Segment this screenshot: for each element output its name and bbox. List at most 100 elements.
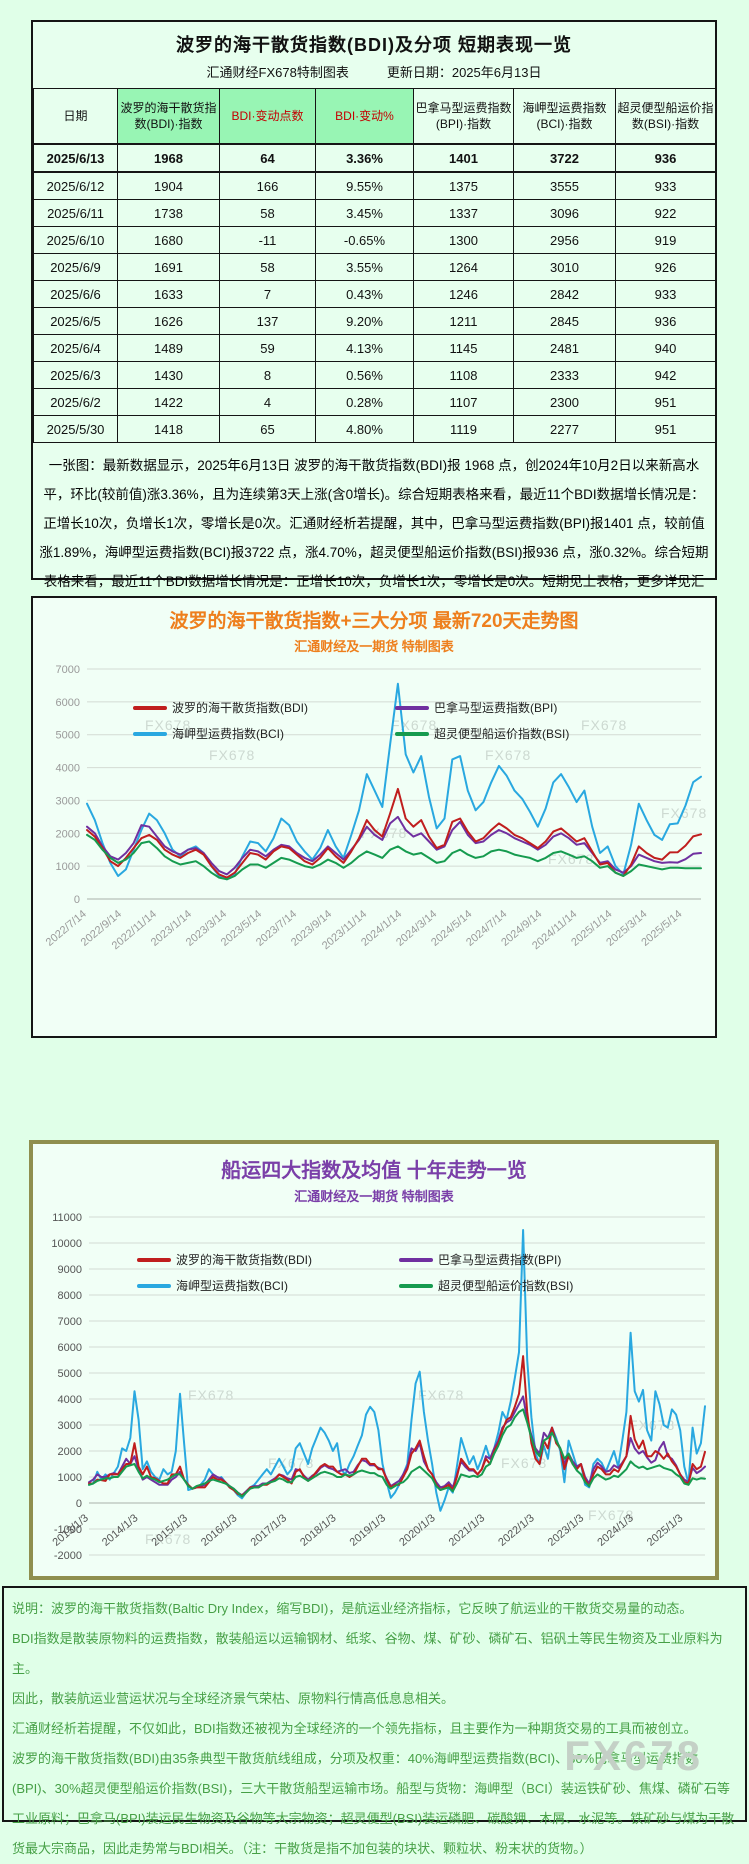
value-cell: 2956 <box>513 226 616 254</box>
footer-text: 说明：波罗的海干散货指数(Baltic Dry Index，缩写BDI)，是航运… <box>12 1594 739 1864</box>
value-cell: 4.80% <box>315 415 414 443</box>
value-cell: 3.45% <box>315 199 414 227</box>
table-row: 2025/6/5 1626 137 9.20% 1211 2845 936 <box>33 307 716 335</box>
table-row: 2025/6/2 1422 4 0.28% 1107 2300 951 <box>33 388 716 416</box>
chart-720d-plot-area: 波罗的海干散货指数(BDI) 巴拿马型运费指数(BPI) 海岬型运费指数(BCI) 超… <box>33 659 715 999</box>
value-cell: 951 <box>615 415 716 443</box>
svg-text:2016/1/3: 2016/1/3 <box>199 1512 240 1549</box>
legend-line-swatch <box>395 731 429 736</box>
svg-text:9000: 9000 <box>58 1264 82 1276</box>
col-header-date: 日期 <box>33 88 118 145</box>
footer-notes: 说明：波罗的海干散货指数(Baltic Dry Index，缩写BDI)，是航运… <box>2 1586 747 1856</box>
table-row: 2025/6/13 1968 64 3.36% 1401 3722 936 <box>33 143 716 173</box>
value-cell: 1633 <box>117 280 220 308</box>
chart-10y-canvas: -2000 -1000 0 1000 2000 3000 4000 5000 6000 7000 8… <box>50 1212 706 1562</box>
svg-text:2024/1/3: 2024/1/3 <box>595 1512 636 1549</box>
value-cell: 1300 <box>413 226 514 254</box>
svg-text:2022/1/3: 2022/1/3 <box>496 1512 537 1549</box>
col-header-bci-index: 海岬型运费指数(BCI)·指数 <box>513 88 616 145</box>
value-cell: 1691 <box>117 253 220 281</box>
value-cell: 1904 <box>117 171 220 200</box>
date-cell: 2025/6/10 <box>33 226 118 254</box>
svg-text:11000: 11000 <box>52 1212 82 1224</box>
svg-text:5000: 5000 <box>56 730 80 742</box>
date-cell: 2025/6/12 <box>33 171 118 200</box>
value-cell: 8 <box>219 361 316 389</box>
legend-label: 波罗的海干散货指数(BDI) <box>172 701 308 715</box>
value-cell: 9.20% <box>315 307 414 335</box>
value-cell: 1246 <box>413 280 514 308</box>
value-cell: 933 <box>615 280 716 308</box>
footer-line: BDI指数是散装原物料的运费指数，散装船运以运输钢材、纸浆、谷物、煤、矿砂、磷矿… <box>12 1631 723 1676</box>
chart-720d-legend: 波罗的海干散货指数(BDI) 巴拿马型运费指数(BPI) 海岬型运费指数(BCI) 超… <box>133 699 657 742</box>
value-cell: 1430 <box>117 361 220 389</box>
value-cell: 2333 <box>513 361 616 389</box>
footer-line: 汇通财经析若提醒，不仅如此，BDI指数还被视为全球经济的一个领先指标，且主要作为… <box>12 1721 697 1736</box>
svg-text:2020/1/3: 2020/1/3 <box>397 1512 438 1549</box>
table-row: 2025/6/6 1633 7 0.43% 1246 2842 933 <box>33 280 716 308</box>
value-cell: 933 <box>615 171 716 200</box>
value-cell: 1375 <box>413 171 514 200</box>
value-cell: 936 <box>615 307 716 335</box>
svg-text:4000: 4000 <box>58 1394 82 1406</box>
svg-text:7000: 7000 <box>58 1316 82 1328</box>
table-row: 2025/6/4 1489 59 4.13% 1145 2481 940 <box>33 334 716 362</box>
legend-label: 海岬型运费指数(BCI) <box>176 1279 288 1293</box>
legend-line-swatch <box>133 705 167 710</box>
legend-item: 巴拿马型运费指数(BPI) <box>399 1251 661 1268</box>
chart-10y-subtitle: 汇通财经及一期货 特制图表 <box>294 1189 454 1204</box>
value-cell: 919 <box>615 226 716 254</box>
svg-text:5000: 5000 <box>58 1368 82 1380</box>
value-cell: 1145 <box>413 334 514 362</box>
legend-line-swatch <box>137 1257 171 1262</box>
value-cell: 7 <box>219 280 316 308</box>
value-cell: 64 <box>219 143 316 173</box>
legend-label: 波罗的海干散货指数(BDI) <box>176 1253 312 1267</box>
value-cell: 1489 <box>117 334 220 362</box>
date-cell: 2025/6/11 <box>33 199 118 227</box>
chart-720d-title: 波罗的海干散货指数+三大分项 最新720天走势图 <box>169 611 579 632</box>
value-cell: 1680 <box>117 226 220 254</box>
svg-text:0: 0 <box>74 894 80 906</box>
legend-item: 海岬型运费指数(BCI) <box>133 725 395 742</box>
value-cell: 4.13% <box>315 334 414 362</box>
svg-text:6000: 6000 <box>58 1342 82 1354</box>
footer-line: 因此，散装航运业营运状况与全球经济景气荣枯、原物料行情高低息息相关。 <box>12 1691 455 1706</box>
bdi-report-page: { "page": { "watermark": "FX678", "bg": … <box>2 20 747 1856</box>
svg-text:2023/1/3: 2023/1/3 <box>546 1512 587 1549</box>
value-cell: 1119 <box>413 415 514 443</box>
date-cell: 2025/6/4 <box>33 334 118 362</box>
legend-label: 超灵便型船运价指数(BSI) <box>434 727 570 741</box>
legend-line-swatch <box>137 1283 171 1288</box>
svg-text:2015/1/3: 2015/1/3 <box>149 1512 190 1549</box>
legend-item: 巴拿马型运费指数(BPI) <box>395 699 657 716</box>
date-cell: 2025/6/6 <box>33 280 118 308</box>
legend-label: 巴拿马型运费指数(BPI) <box>438 1253 562 1267</box>
legend-item: 海岬型运费指数(BCI) <box>137 1277 399 1294</box>
legend-item: 超灵便型船运价指数(BSI) <box>395 725 657 742</box>
legend-line-swatch <box>133 731 167 736</box>
svg-text:1000: 1000 <box>56 861 80 873</box>
value-cell: 942 <box>615 361 716 389</box>
value-cell: 4 <box>219 388 316 416</box>
legend-label: 巴拿马型运费指数(BPI) <box>434 701 558 715</box>
date-cell: 2025/6/5 <box>33 307 118 335</box>
value-cell: 951 <box>615 388 716 416</box>
value-cell: 59 <box>219 334 316 362</box>
svg-text:2019/1/3: 2019/1/3 <box>348 1512 389 1549</box>
legend-line-swatch <box>399 1257 433 1262</box>
value-cell: 1422 <box>117 388 220 416</box>
value-cell: 2842 <box>513 280 616 308</box>
col-header-bsi-index: 超灵便型船运价指数(BSI)·指数 <box>615 88 716 145</box>
value-cell: 1211 <box>413 307 514 335</box>
value-cell: 2277 <box>513 415 616 443</box>
value-cell: 2300 <box>513 388 616 416</box>
col-header-bdi-index: 波罗的海干散货指数(BDI)·指数 <box>117 88 220 145</box>
svg-text:0: 0 <box>76 1498 82 1510</box>
chart-720d-subtitle: 汇通财经及一期货 特制图表 <box>294 639 454 654</box>
bdi-short-term-table: 日期 波罗的海干散货指数(BDI)·指数 BDI·变动点数 BDI·变动% 巴拿… <box>33 88 716 443</box>
value-cell: 1738 <box>117 199 220 227</box>
value-cell: 137 <box>219 307 316 335</box>
short-term-table-section: 波罗的海干散货指数(BDI)及分项 短期表现一览 汇通财经FX678特制图表 更新… <box>31 20 717 618</box>
value-cell: 3.55% <box>315 253 414 281</box>
